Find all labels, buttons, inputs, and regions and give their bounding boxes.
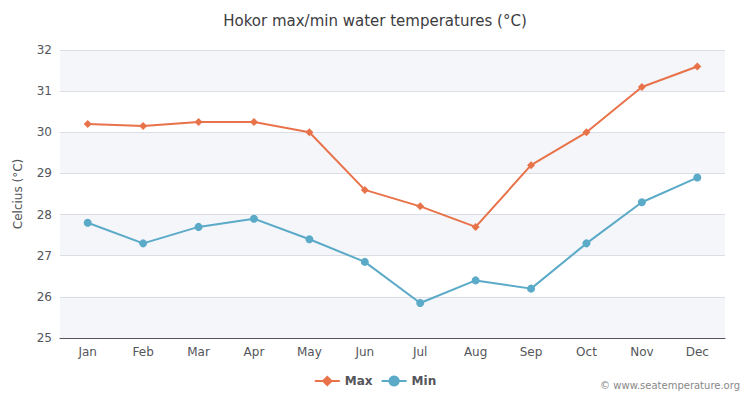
svg-text:29: 29 <box>37 166 52 180</box>
svg-text:30: 30 <box>37 125 52 139</box>
svg-text:Dec: Dec <box>686 345 709 359</box>
svg-text:Jun: Jun <box>354 345 374 359</box>
svg-text:27: 27 <box>37 249 52 263</box>
svg-text:Sep: Sep <box>520 345 543 359</box>
svg-text:Apr: Apr <box>244 345 265 359</box>
svg-text:Oct: Oct <box>576 345 597 359</box>
svg-text:Min: Min <box>412 374 437 388</box>
svg-text:Max: Max <box>345 374 373 388</box>
svg-text:31: 31 <box>37 84 52 98</box>
svg-text:Aug: Aug <box>464 345 487 359</box>
svg-text:Feb: Feb <box>133 345 154 359</box>
svg-text:© www.seatemperature.org: © www.seatemperature.org <box>600 380 740 391</box>
svg-text:28: 28 <box>37 208 52 222</box>
svg-text:26: 26 <box>37 290 52 304</box>
svg-text:Hokor max/min water temperatur: Hokor max/min water temperatures (°C) <box>223 12 527 30</box>
svg-text:32: 32 <box>37 43 52 57</box>
svg-text:Jan: Jan <box>77 345 97 359</box>
svg-text:May: May <box>297 345 322 359</box>
svg-text:Jul: Jul <box>412 345 427 359</box>
svg-text:25: 25 <box>37 331 52 345</box>
svg-text:Celcius (°C): Celcius (°C) <box>11 159 25 229</box>
svg-text:Nov: Nov <box>630 345 653 359</box>
svg-text:Mar: Mar <box>187 345 210 359</box>
